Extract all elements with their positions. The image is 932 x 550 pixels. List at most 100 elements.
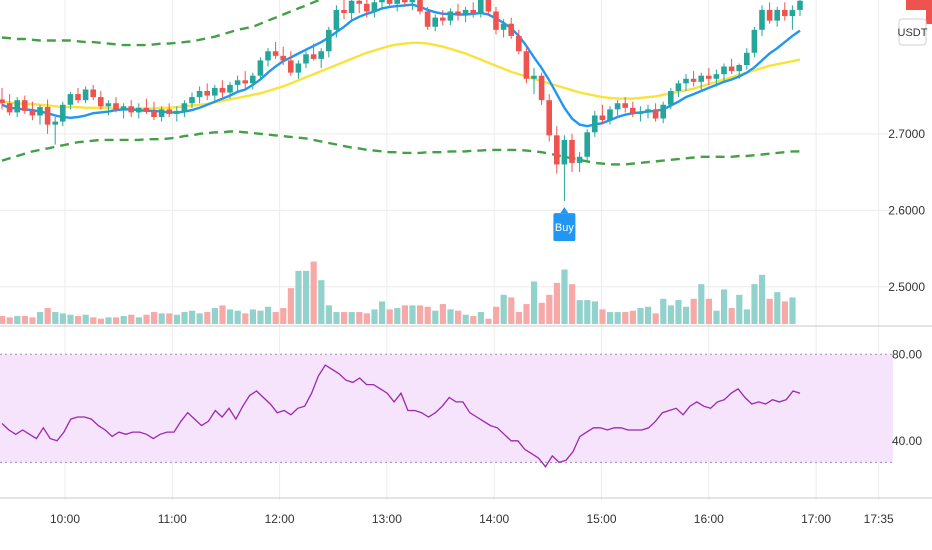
volume-bar [508,297,515,324]
candle [6,94,13,116]
candle-body [394,0,400,4]
candle-body [295,63,302,73]
volume-bar [417,305,424,324]
candle-body [310,54,317,59]
volume-bar [6,317,13,324]
buy-signal[interactable]: Buy [553,207,576,242]
candle-body [181,103,188,111]
volume-bar [614,312,621,324]
candle-body [744,52,750,65]
candle [136,103,142,119]
rsi-line [1,364,801,468]
quote-currency-badge[interactable] [898,18,927,46]
volume-bar [553,282,560,324]
volume-bar [272,312,279,324]
candle [280,46,286,65]
volume-bar [386,309,393,324]
candle [227,81,233,99]
volume-bar [394,308,401,324]
volume-bar [113,317,120,324]
candle-body [417,0,423,12]
axes: 2.7000 2.6000 2.5000 USDT 80.00 40.00 10:00 11:… [50,0,932,526]
buy-badge[interactable] [553,213,576,242]
volume-bar [303,270,310,324]
volume-bar [82,314,89,324]
volume-bar [721,289,728,324]
candle-body [592,115,598,133]
candle-body [90,89,96,98]
volume-bar [683,306,690,324]
volume-bar [295,270,302,324]
candle-body [151,110,157,117]
candle-body [371,2,378,12]
volume-bars [0,261,796,324]
volume-bar [667,305,674,324]
volume-bar [424,306,431,324]
volume-bar [29,317,36,324]
candle [690,71,697,87]
candle [554,126,560,174]
candle [0,87,5,110]
candle [348,0,355,21]
candle [645,104,651,119]
candle [318,48,324,69]
candle [234,75,241,91]
candle-body [227,84,233,93]
candle-body [531,75,537,79]
volume-bar [743,309,750,324]
price-tick-label: 2.5000 [888,280,925,294]
last-price-marker-top [906,0,932,10]
time-tick-label: 14:00 [479,512,509,526]
candle-body [478,0,484,13]
volume-bar [67,314,74,324]
candle-body [105,103,112,107]
volume-bar [500,294,507,324]
volume-bar [485,318,492,324]
candle [797,0,803,17]
volume-bar [189,310,196,324]
candle [683,74,689,91]
candle [782,2,788,21]
volume-bar [584,300,591,324]
candle-body [341,9,347,13]
candle-body [447,11,454,21]
volume-bar [310,261,317,324]
candle [592,110,598,137]
candle-body [219,87,226,93]
candle [181,100,188,117]
volume-bar [774,292,781,324]
candle [67,91,74,110]
volume-bar [759,274,766,324]
volume-bar [242,313,249,324]
volume-bar [432,310,439,324]
candle [143,98,150,114]
candle-body [721,66,727,75]
candle [531,68,537,95]
candle-body [789,9,796,17]
lower-band-line [1,130,800,166]
volume-bar [371,309,378,324]
volume-bar [599,309,606,324]
candle-body [538,75,545,101]
candle-body [668,91,674,105]
volume-bar [736,294,743,324]
candle-body [348,0,355,14]
candle [721,63,727,81]
volume-bar [690,298,697,324]
candle [728,58,735,75]
volume-bar [622,312,629,324]
volume-bar [196,313,203,324]
candle-body [462,9,469,15]
candle-body [356,0,362,4]
moving-averages [1,3,801,128]
candle [364,0,370,18]
candle-body [630,107,636,114]
candle [440,9,446,26]
candle-body [288,60,294,73]
candle-body [782,9,788,17]
volume-bar [234,310,241,324]
candle [295,60,302,79]
candle [751,26,758,58]
